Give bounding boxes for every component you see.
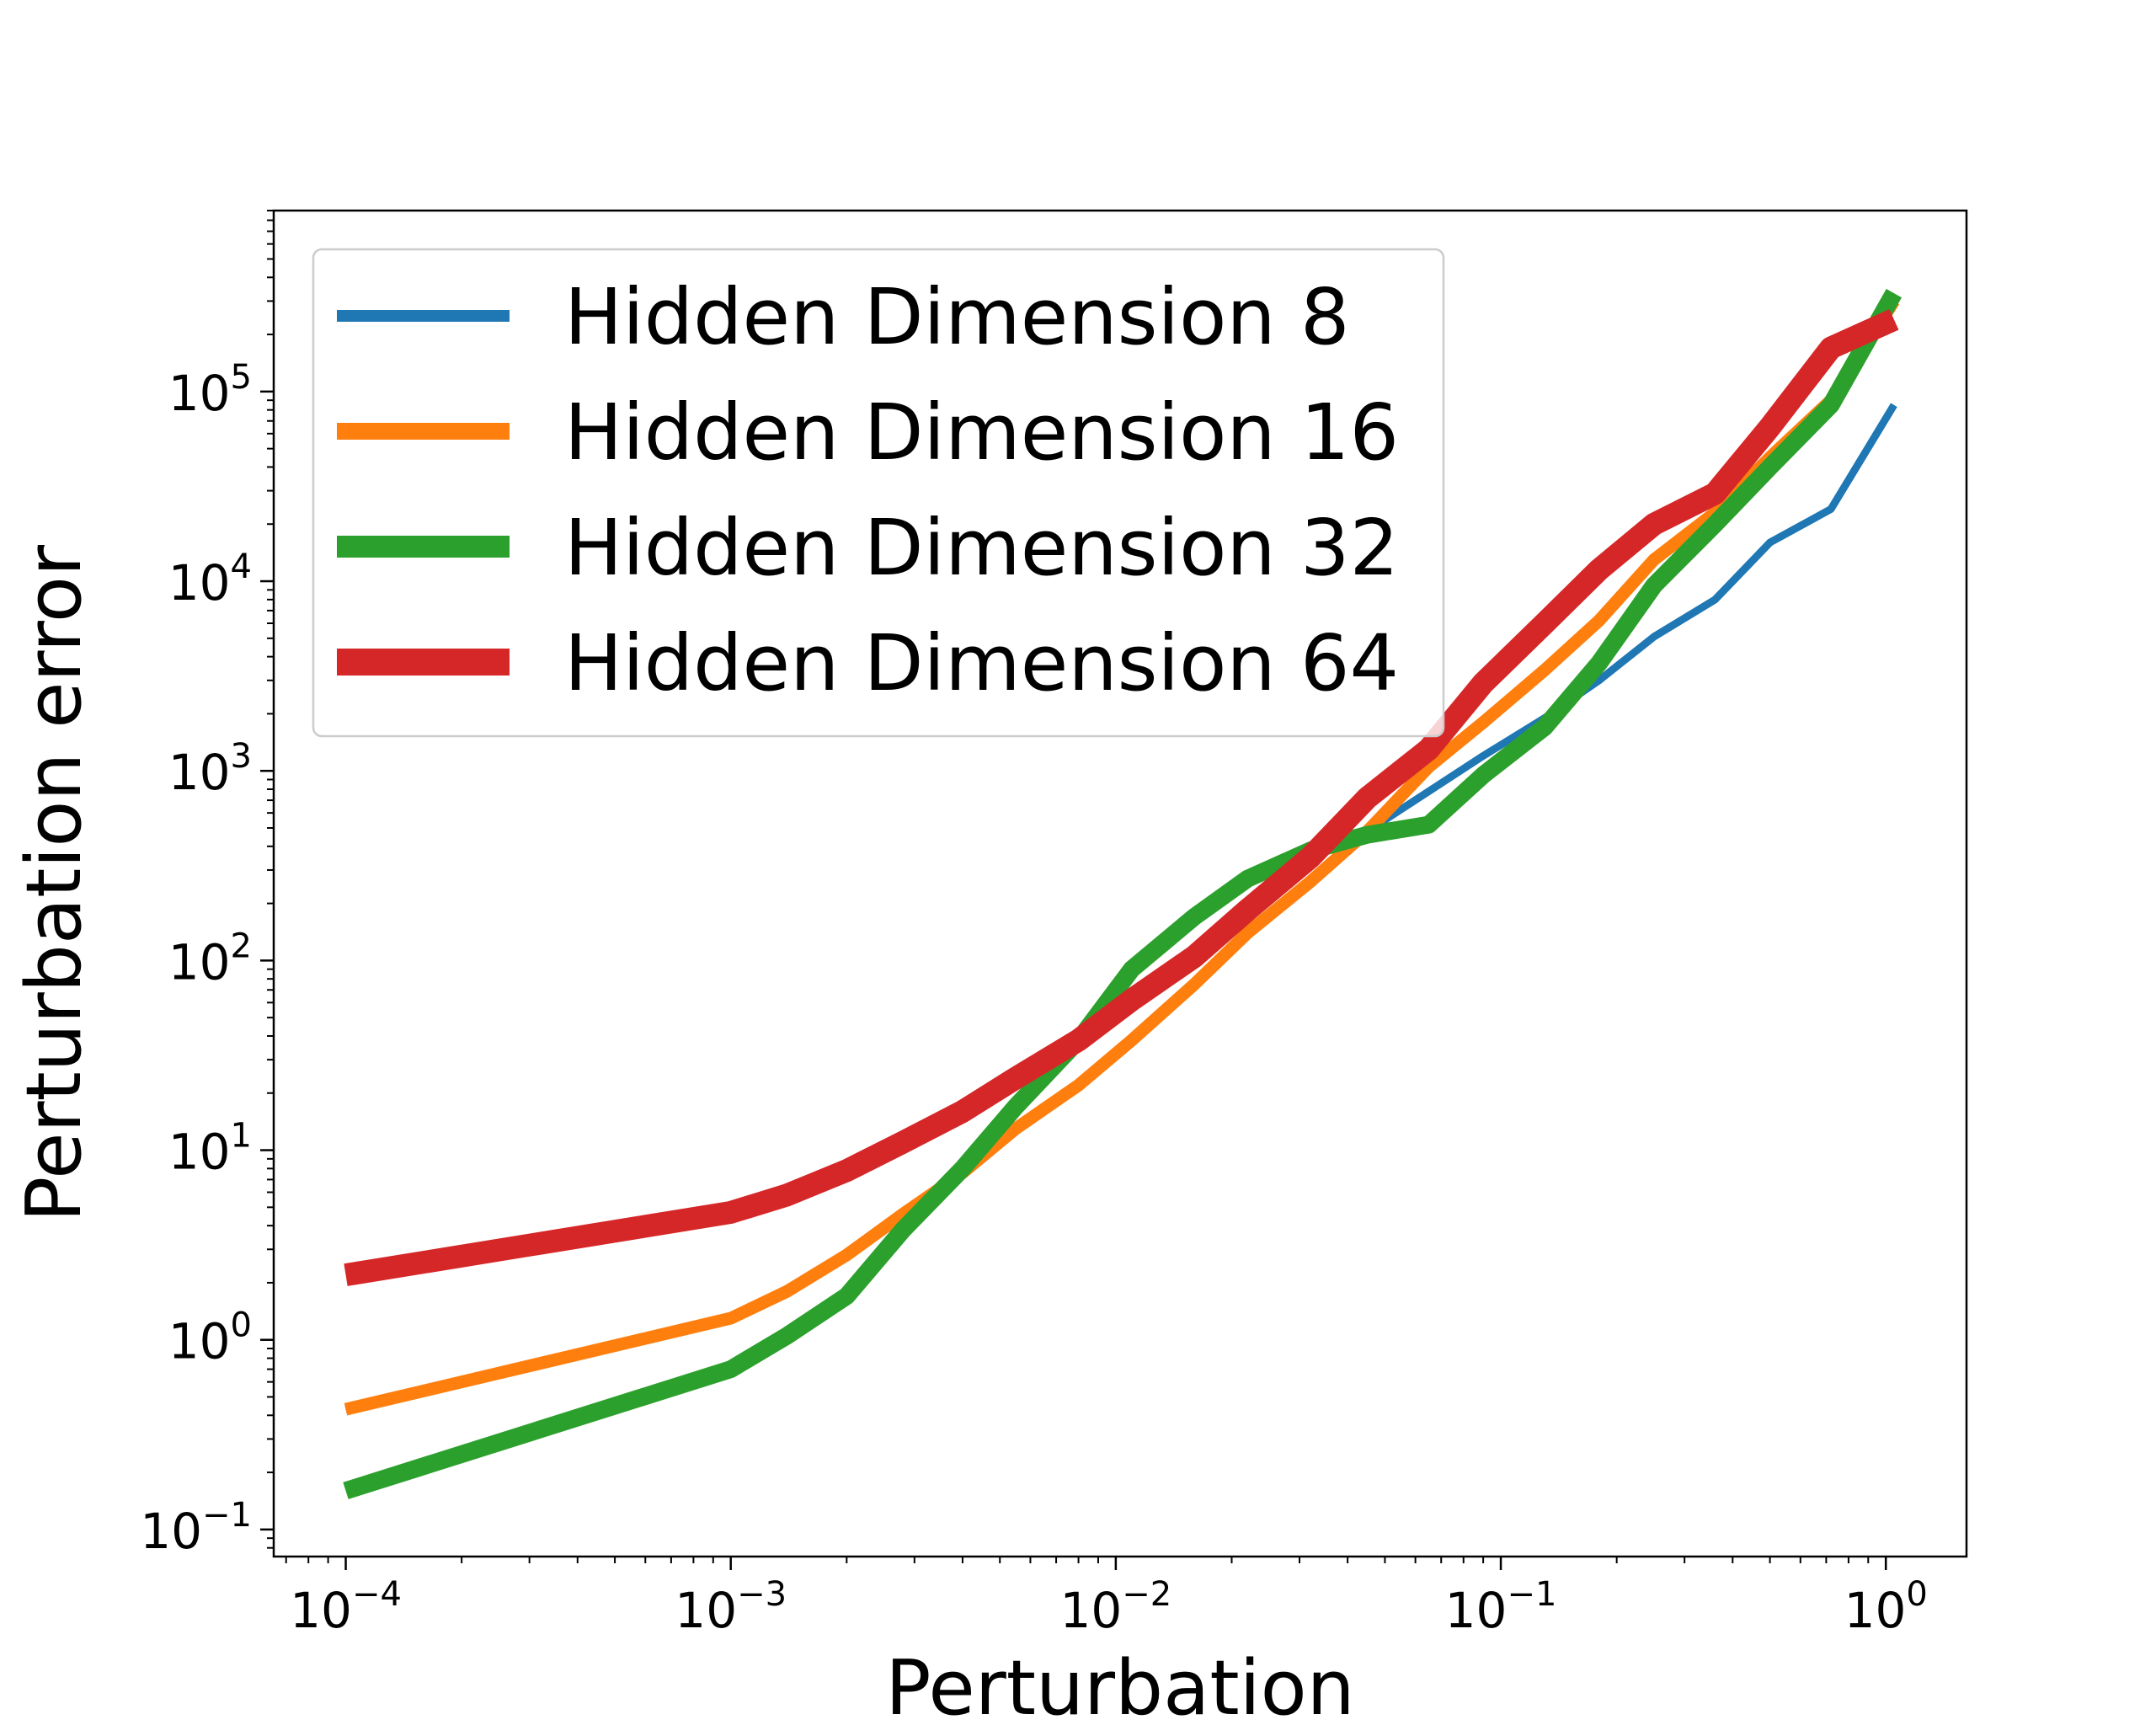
legend-label-1: Hidden Dimension 8 [564,272,1350,362]
y-tick-label: 101 [168,1117,252,1181]
y-tick-label: 102 [168,927,252,991]
legend-label-2: Hidden Dimension 16 [564,387,1399,478]
x-axis-title: Perturbation [885,1644,1354,1725]
x-tick-label: 10−1 [1445,1575,1557,1639]
series-layer [343,288,1903,1499]
x-tick-label: 10−4 [290,1575,402,1639]
axis-ticks: 10−4 10−3 10−2 10−1 100 10−1 100 101 102 103 104 10… [140,210,1928,1639]
legend-frame [312,248,1445,738]
y-tick-label: 10−1 [140,1496,252,1560]
legend-label-3: Hidden Dimension 32 [564,503,1399,593]
x-tick-label: 100 [1844,1575,1928,1639]
legend-label-4: Hidden Dimension 64 [564,618,1399,708]
x-tick-label: 10−2 [1059,1575,1171,1639]
y-axis-title: Perturbation error [10,545,99,1222]
series-line-4 [344,308,1899,1286]
x-tick-label: 10−3 [675,1575,787,1639]
y-tick-label: 103 [168,737,252,801]
plot-area-frame [272,209,1968,1558]
legend: Hidden Dimension 8 Hidden Dimension 16 Hid… [312,248,1445,738]
series-line-2 [344,297,1900,1416]
y-tick-label: 104 [168,547,252,611]
y-tick-label: 105 [168,358,252,422]
y-tick-label: 100 [168,1306,252,1370]
series-line-3 [343,288,1903,1499]
